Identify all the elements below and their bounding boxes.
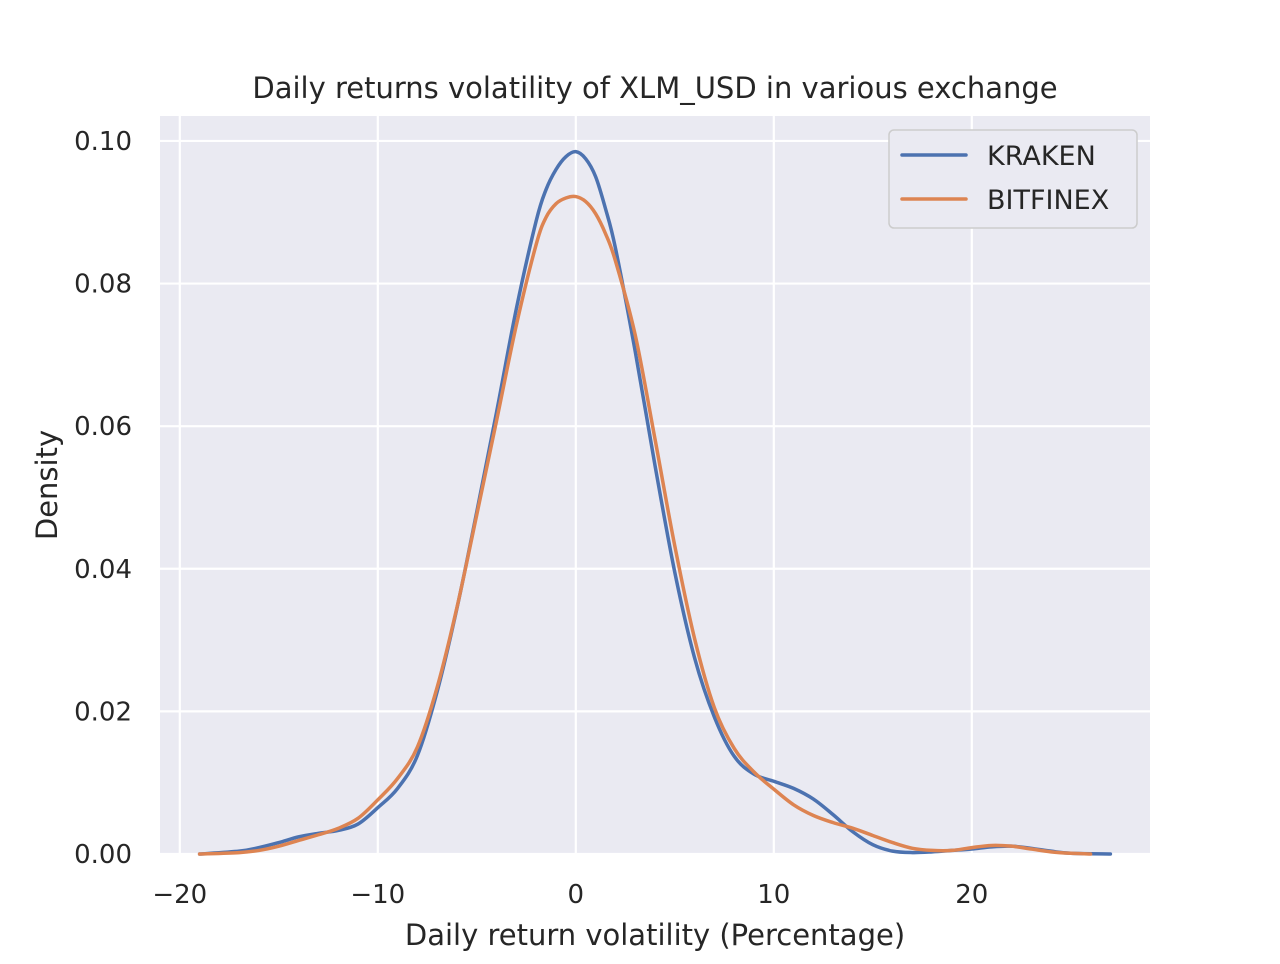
- x-tick-label: 10: [757, 880, 790, 910]
- y-tick-label: 0.02: [74, 697, 132, 727]
- y-tick-label: 0.10: [74, 127, 132, 157]
- series-layer: [197, 149, 1113, 856]
- series-line-bitfinex: [197, 194, 1093, 856]
- legend-label-bitfinex: BITFINEX: [987, 185, 1109, 216]
- chart-title: Daily returns volatility of XLM_USD in v…: [252, 71, 1057, 105]
- series-line-kraken: [197, 149, 1113, 856]
- y-axis-label: Density: [30, 430, 64, 540]
- y-tick-label: 0.08: [74, 270, 132, 300]
- plot-background: [160, 116, 1150, 854]
- tick-layer: −20 −10 0 10 20 0.00 0.02 0.04 0.06 0.08 0.10: [74, 127, 988, 910]
- y-tick-label: 0.06: [74, 412, 132, 442]
- x-tick-label: −10: [350, 880, 405, 910]
- x-tick-label: 0: [568, 880, 585, 910]
- y-tick-label: 0.00: [74, 840, 132, 870]
- y-tick-label: 0.04: [74, 555, 132, 585]
- legend: KRAKEN BITFINEX: [888, 129, 1138, 229]
- legend-label-kraken: KRAKEN: [987, 141, 1096, 172]
- x-tick-label: −20: [152, 880, 207, 910]
- x-tick-label: 20: [955, 880, 988, 910]
- x-axis-label: Daily return volatility (Percentage): [405, 918, 905, 952]
